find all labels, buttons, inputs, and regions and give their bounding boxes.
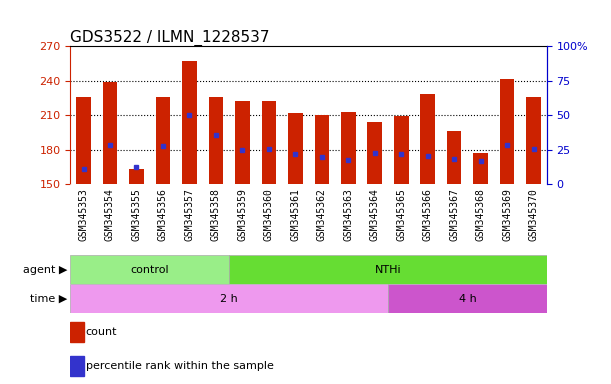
Text: GSM345357: GSM345357 (185, 188, 194, 241)
Bar (394, 116, 409, 184)
Text: GSM345369: GSM345369 (502, 188, 512, 241)
Bar (235, 101, 250, 184)
Text: GSM345355: GSM345355 (131, 188, 142, 241)
Text: GSM345362: GSM345362 (316, 188, 327, 241)
Text: percentile rank within the sample: percentile rank within the sample (86, 361, 273, 371)
Text: GSM345354: GSM345354 (105, 188, 115, 241)
Text: control: control (130, 265, 169, 275)
Bar (70, 284, 388, 313)
Text: GSM345370: GSM345370 (529, 188, 539, 241)
Text: GSM345358: GSM345358 (211, 188, 221, 241)
Bar (129, 169, 144, 184)
Text: count: count (86, 327, 117, 337)
Bar (262, 101, 276, 184)
Text: GSM345361: GSM345361 (290, 188, 301, 241)
Text: GSM345353: GSM345353 (78, 188, 89, 241)
Bar (526, 97, 541, 184)
Text: time ▶: time ▶ (30, 293, 67, 304)
Bar (447, 131, 461, 184)
Bar (367, 122, 382, 184)
Bar (315, 115, 329, 184)
Text: agent ▶: agent ▶ (23, 265, 67, 275)
Bar (341, 112, 356, 184)
Text: GSM345367: GSM345367 (449, 188, 459, 241)
Bar (70, 356, 84, 376)
Text: GSM345368: GSM345368 (475, 188, 486, 241)
Text: GSM345363: GSM345363 (343, 188, 353, 241)
Text: GSM345365: GSM345365 (396, 188, 406, 241)
Bar (500, 79, 514, 184)
Text: GDS3522 / ILMN_1228537: GDS3522 / ILMN_1228537 (70, 30, 270, 46)
Text: GSM345360: GSM345360 (264, 188, 274, 241)
Bar (474, 153, 488, 184)
Bar (388, 284, 547, 313)
Text: GSM345366: GSM345366 (423, 188, 433, 241)
Bar (288, 113, 302, 184)
Bar (70, 322, 84, 342)
Text: GSM345364: GSM345364 (370, 188, 380, 241)
Bar (76, 97, 91, 184)
Bar (182, 61, 197, 184)
Bar (229, 255, 547, 284)
Bar (156, 97, 170, 184)
Text: 4 h: 4 h (458, 293, 477, 304)
Text: 2 h: 2 h (220, 293, 238, 304)
Text: GSM345356: GSM345356 (158, 188, 168, 241)
Text: NTHi: NTHi (375, 265, 401, 275)
Text: GSM345359: GSM345359 (237, 188, 247, 241)
Bar (103, 82, 117, 184)
Bar (420, 94, 435, 184)
Bar (208, 97, 223, 184)
Bar (70, 255, 229, 284)
